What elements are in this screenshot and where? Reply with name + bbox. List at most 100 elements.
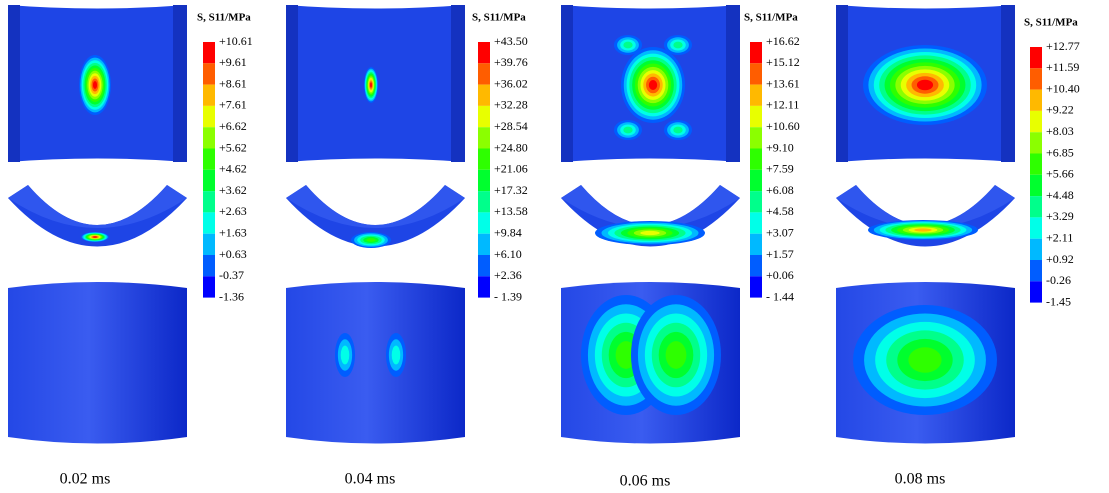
legend-label: +4.58 [766, 204, 794, 218]
contour [673, 42, 682, 49]
contour [917, 80, 933, 90]
legend-label: +5.66 [1046, 167, 1074, 181]
legend-label: +6.10 [494, 247, 522, 261]
legend-swatch [750, 191, 762, 212]
legend-label: +2.36 [494, 268, 522, 282]
legend-swatch [478, 149, 490, 170]
legend-swatch [203, 85, 215, 106]
legend-swatch [750, 234, 762, 255]
legend-swatch [478, 127, 490, 148]
legend-label: -0.26 [1046, 273, 1071, 287]
time-label: 0.08 ms [895, 471, 946, 488]
legend-label: +32.28 [494, 98, 528, 112]
legend-swatch [750, 149, 762, 170]
legend-label: +6.62 [219, 119, 247, 133]
contour [666, 341, 687, 369]
legend-label: +9.22 [1046, 103, 1074, 117]
legend-swatch [203, 276, 215, 297]
contour [392, 346, 401, 365]
legend-title: S, S11/MPa [1024, 17, 1078, 29]
contour [908, 347, 941, 372]
legend-label: +8.03 [1046, 124, 1074, 138]
legend-label: +9.10 [766, 140, 794, 154]
legend-swatch [203, 42, 215, 63]
legend-swatch [478, 255, 490, 276]
legend-label: +3.29 [1046, 209, 1074, 223]
plate-edge [286, 5, 298, 162]
legend-label: +6.85 [1046, 145, 1074, 159]
legend-label: +2.11 [1046, 230, 1073, 244]
legend-swatch [478, 42, 490, 63]
contour [914, 228, 931, 231]
legend-swatch [750, 255, 762, 276]
contour [93, 236, 97, 237]
legend-label: +11.59 [1046, 60, 1079, 74]
panel: S, S11/MPa+10.61+9.61+8.61+7.61+6.62+5.6… [8, 5, 253, 444]
legend-label: +6.08 [766, 183, 794, 197]
plate-edge [836, 5, 848, 162]
plate-edge [451, 5, 465, 162]
legend-label: +5.62 [219, 140, 247, 154]
legend-label: +8.61 [219, 76, 247, 90]
legend-swatch [750, 127, 762, 148]
cylinder [286, 282, 465, 444]
legend-swatch [203, 191, 215, 212]
contour [623, 127, 632, 134]
legend-label: +17.32 [494, 183, 528, 197]
legend-swatch [1030, 132, 1042, 153]
legend-label: +21.06 [494, 162, 528, 176]
plate-edge [726, 5, 740, 162]
legend-swatch [203, 212, 215, 233]
figure: S, S11/MPa+10.61+9.61+8.61+7.61+6.62+5.6… [0, 0, 1109, 493]
plate-edge [173, 5, 187, 162]
legend-swatch [1030, 175, 1042, 196]
legend-label: - 1.44 [766, 289, 794, 303]
legend-label: +4.48 [1046, 188, 1074, 202]
legend-swatch [750, 85, 762, 106]
legend-title: S, S11/MPa [744, 12, 798, 24]
contour [370, 83, 372, 88]
legend-swatch [203, 255, 215, 276]
contour [93, 81, 97, 89]
legend-swatch [1030, 47, 1042, 68]
legend-swatch [203, 234, 215, 255]
contour [673, 127, 682, 134]
legend-label: +4.62 [219, 162, 247, 176]
legend-label: +7.59 [766, 162, 794, 176]
legend-label: +43.50 [494, 34, 528, 48]
legend-label: - 1.39 [494, 289, 522, 303]
legend-swatch [750, 212, 762, 233]
legend-swatch [478, 191, 490, 212]
time-label: 0.06 ms [620, 473, 671, 490]
legend-swatch [478, 276, 490, 297]
legend-swatch [203, 149, 215, 170]
legend-swatch [203, 170, 215, 191]
legend-label: +15.12 [766, 55, 800, 69]
legend-swatch [478, 170, 490, 191]
legend-label: +39.76 [494, 55, 528, 69]
legend-label: +10.40 [1046, 81, 1080, 95]
legend-label: +9.84 [494, 225, 522, 239]
legend-swatch [750, 42, 762, 63]
legend-swatch [478, 63, 490, 84]
plate-edge [561, 5, 573, 162]
legend-title: S, S11/MPa [197, 12, 251, 24]
legend-swatch [750, 170, 762, 191]
legend-swatch [1030, 111, 1042, 132]
legend-label: +9.61 [219, 55, 247, 69]
legend-swatch [1030, 90, 1042, 111]
legend-swatch [478, 106, 490, 127]
contour [623, 42, 632, 49]
legend-label: +12.77 [1046, 39, 1080, 53]
contour [341, 346, 350, 365]
legend-swatch [203, 127, 215, 148]
legend-label: +10.60 [766, 119, 800, 133]
legend-label: -1.36 [219, 289, 244, 303]
legend-label: +7.61 [219, 98, 247, 112]
legend-label: +12.11 [766, 98, 799, 112]
legend-swatch [750, 63, 762, 84]
time-label: 0.02 ms [60, 471, 111, 488]
legend-label: +13.58 [494, 204, 528, 218]
legend-swatch [478, 212, 490, 233]
legend-label: +24.80 [494, 140, 528, 154]
